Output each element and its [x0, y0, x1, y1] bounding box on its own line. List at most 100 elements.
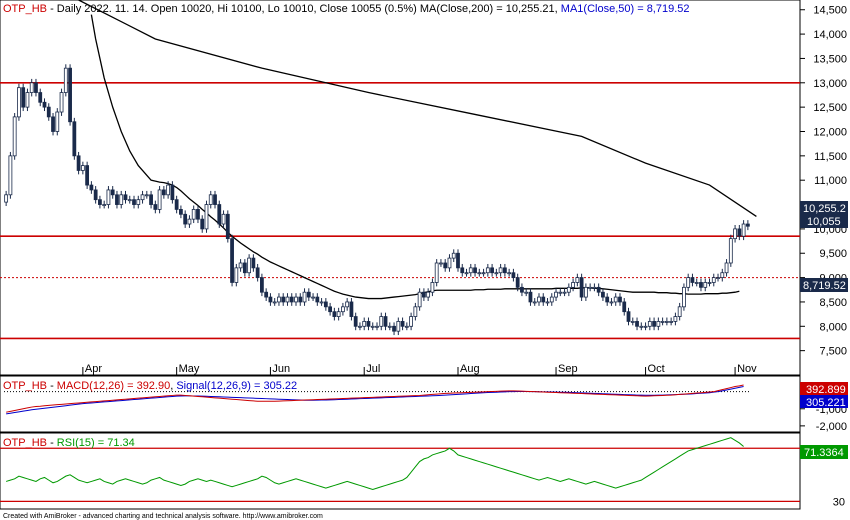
candle-body — [537, 296, 541, 303]
candle-body — [149, 194, 153, 205]
candle-body — [575, 277, 580, 283]
candle-body — [549, 296, 554, 303]
candle-body — [447, 257, 452, 269]
candle-body — [609, 301, 614, 304]
rsi-panel-frame — [0, 432, 801, 510]
candle-body — [669, 321, 674, 323]
candle-body — [699, 282, 703, 288]
macd-line — [6, 384, 744, 413]
candle-body — [728, 238, 733, 264]
candle-body — [302, 291, 307, 303]
candle-body — [511, 272, 516, 278]
candle-body — [332, 311, 337, 317]
rsi-title-rsi: RSI(15) = 71.34 — [57, 437, 135, 449]
candle-body — [601, 291, 605, 298]
candle-body — [349, 301, 354, 317]
candle-body — [490, 267, 494, 274]
candle-body — [622, 301, 627, 313]
candle-body — [63, 67, 68, 93]
candle-body — [46, 106, 51, 118]
candle-body — [417, 291, 422, 308]
candle-body — [323, 301, 328, 308]
price-title-info: - Daily 2022. 11. 14. Open 10020, Hi 101… — [47, 3, 561, 15]
ma200-value-tag: 10,255.2 — [800, 201, 848, 215]
candle-body — [80, 165, 85, 171]
candle-body — [370, 325, 375, 328]
macd-lines — [4, 384, 750, 415]
candle-body — [520, 286, 524, 293]
candle-body — [430, 282, 435, 293]
candle-body — [127, 199, 132, 202]
candle-body — [434, 262, 439, 283]
ma50-line — [90, 14, 740, 300]
candle-body — [562, 291, 567, 294]
candle-body — [421, 291, 426, 298]
candle-body — [566, 286, 571, 293]
candle-body — [110, 189, 115, 196]
price-y-tick-label: 7,500 — [819, 346, 847, 358]
price-y-tick-label: 8,000 — [819, 321, 847, 333]
candle-body — [272, 301, 277, 304]
candle-body — [225, 213, 230, 240]
price-x-tick-label: Nov — [737, 363, 757, 375]
candle-body — [98, 199, 102, 205]
candle-body — [647, 321, 652, 327]
candle-body — [29, 82, 34, 93]
candle-body — [230, 238, 234, 283]
candle-body — [42, 101, 47, 108]
candle-body — [498, 267, 503, 274]
candle-body — [4, 194, 9, 203]
price-y-tick-label: 11,500 — [814, 151, 847, 163]
candle-body — [306, 291, 311, 298]
candle-body — [481, 272, 486, 275]
close-tag-text: 10,055 — [807, 216, 841, 228]
macd-value-tag: 392.899 — [800, 382, 848, 396]
rsi-value-tag: 71.3364 — [800, 445, 848, 459]
candle-body — [341, 306, 345, 313]
candle-body — [613, 296, 618, 303]
candle-body — [383, 316, 388, 327]
candle-body — [716, 277, 720, 279]
signal-value-tag: 305.221 — [800, 395, 848, 409]
price-x-tick-label: May — [179, 363, 200, 375]
macd-tag-text: 392.899 — [806, 384, 846, 396]
candle-body — [741, 223, 746, 237]
candle-body — [55, 111, 60, 132]
price-x-tick-label: Apr — [85, 363, 102, 375]
candle-body — [21, 87, 26, 108]
candle-body — [630, 321, 635, 323]
candle-body — [102, 204, 107, 206]
candle-body — [724, 262, 729, 274]
candle-body — [707, 282, 712, 284]
candle-body — [234, 267, 239, 283]
candle-body — [545, 301, 550, 304]
ma200-line — [78, 0, 757, 218]
candle-body — [554, 291, 558, 298]
price-y-tick-label: 14,000 — [813, 29, 847, 41]
candle-body — [396, 321, 401, 332]
candle-body — [456, 252, 460, 269]
candle-body — [639, 325, 644, 328]
candle-body — [144, 194, 149, 197]
price-x-tick-label: Sep — [558, 363, 578, 375]
rsi-y-tick-label: 30 — [833, 496, 845, 508]
candle-body — [579, 277, 584, 298]
candle-body — [255, 267, 260, 278]
rsi-title: OTP_HB - RSI(15) = 71.34 — [3, 437, 135, 449]
candle-body — [558, 291, 563, 294]
price-x-tick-label: Jul — [366, 363, 380, 375]
candle-body — [605, 296, 610, 303]
candle-body — [660, 321, 665, 323]
candle-body — [132, 199, 136, 205]
rsi-title-ticker: OTP_HB — [3, 437, 47, 449]
candle-body — [745, 223, 750, 227]
macd-title-sep: - — [47, 380, 57, 392]
candle-body — [694, 282, 699, 284]
candle-body — [596, 286, 601, 293]
candle-body — [25, 92, 30, 108]
candle-body — [583, 286, 588, 298]
candle-body — [541, 296, 546, 303]
candle-body — [89, 184, 94, 191]
candle-body — [285, 296, 290, 303]
candle-body — [153, 204, 158, 210]
